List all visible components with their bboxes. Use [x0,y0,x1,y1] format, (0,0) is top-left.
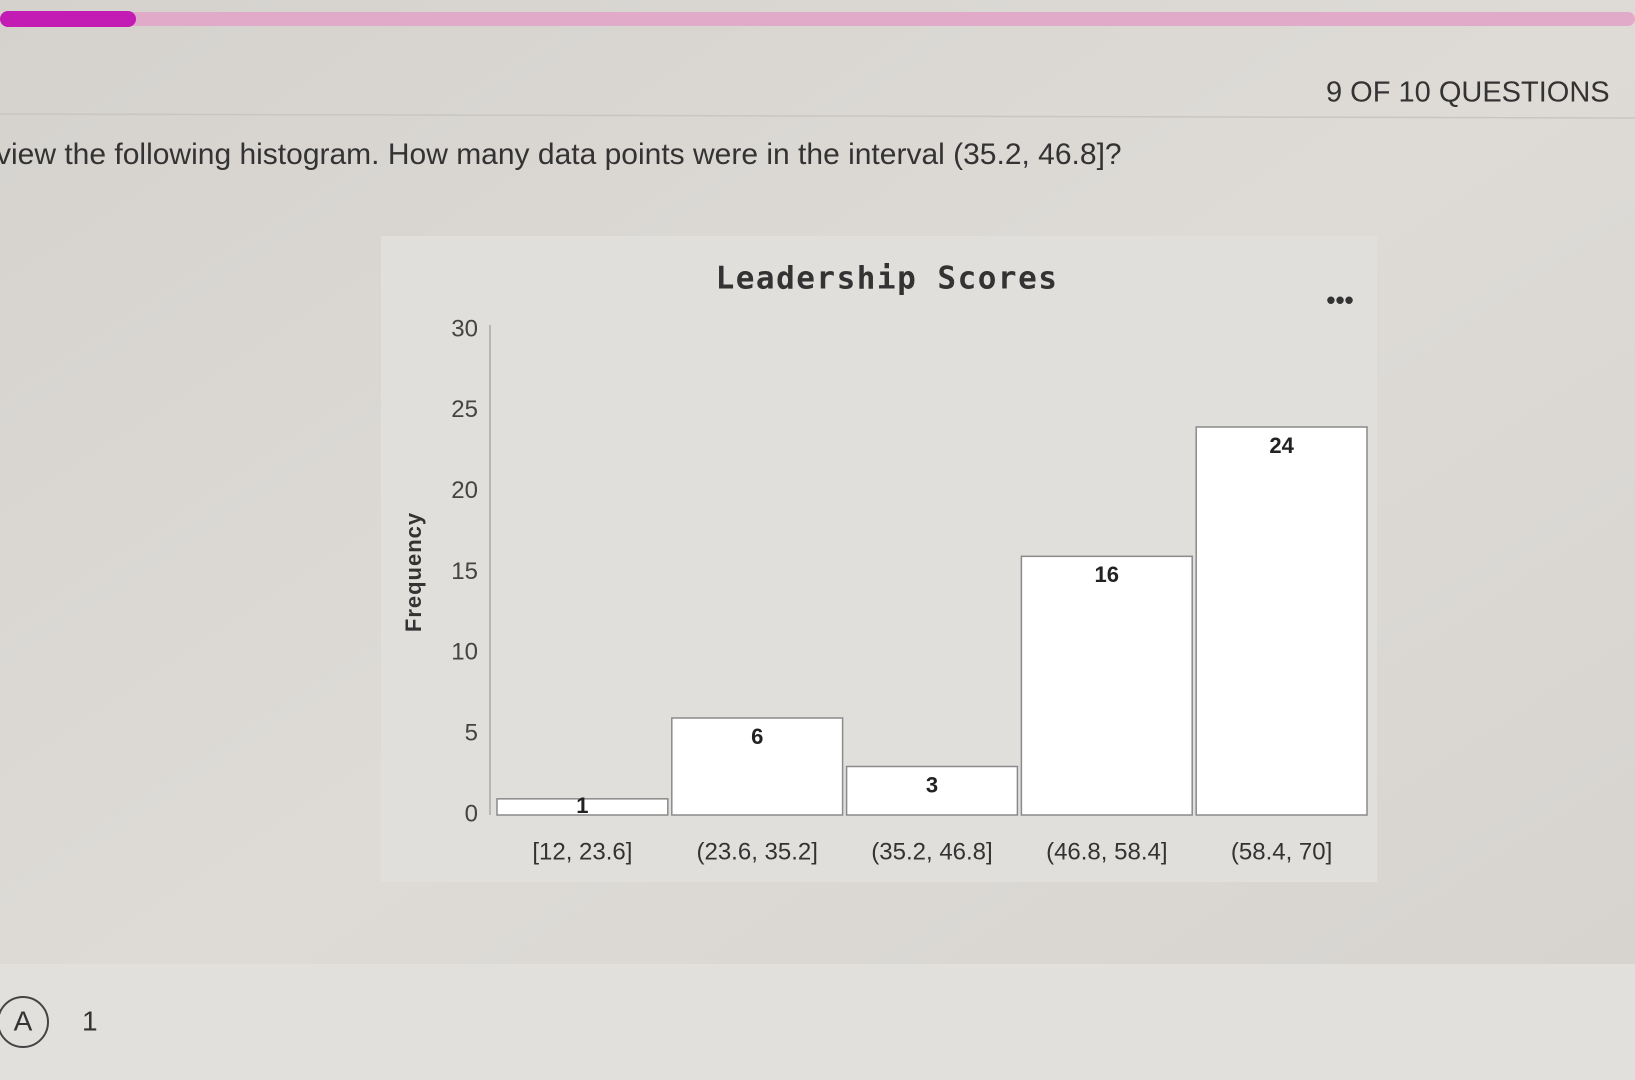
answer-a[interactable]: A 1 [0,996,98,1048]
answer-area [0,964,1635,1080]
data-label: 16 [1095,562,1119,587]
y-tick-label: 20 [451,477,478,504]
data-label: 6 [751,724,763,749]
answer-text: 1 [82,1005,98,1036]
data-label: 24 [1269,433,1294,458]
menu-icon[interactable]: ••• [1326,285,1353,315]
x-tick-label: [12, 23.6] [532,838,632,865]
data-label: 3 [926,772,938,797]
progress-label: 9 OF 10 QUESTIONS [1326,77,1610,109]
bar [496,798,669,816]
y-tick-label: 15 [451,558,478,585]
progress-track [0,12,1635,26]
answer-letter: A [14,1005,33,1036]
answer-letter-circle [0,996,49,1048]
x-tick-label: (46.8, 58.4] [1046,838,1167,865]
question-text: view the following histogram. How many d… [0,138,1122,171]
y-tick-label: 5 [465,720,478,747]
y-tick-label: 10 [451,639,478,666]
bar [1020,555,1193,816]
bar [671,717,844,816]
bar [845,765,1019,816]
data-label: 1 [576,793,588,818]
y-tick-label: 0 [465,800,478,827]
y-axis-label: Frequency [401,512,426,632]
x-tick-label: (35.2, 46.8] [871,838,992,865]
separator [0,113,1635,119]
progress-fill [0,11,136,27]
bar [1195,426,1368,816]
y-tick-label: 30 [451,315,478,342]
y-tick-label: 25 [451,396,478,423]
chart-title: Leadership Scores [716,261,1059,297]
x-tick-label: (23.6, 35.2] [696,838,817,865]
x-tick-label: (58.4, 70] [1231,838,1332,865]
